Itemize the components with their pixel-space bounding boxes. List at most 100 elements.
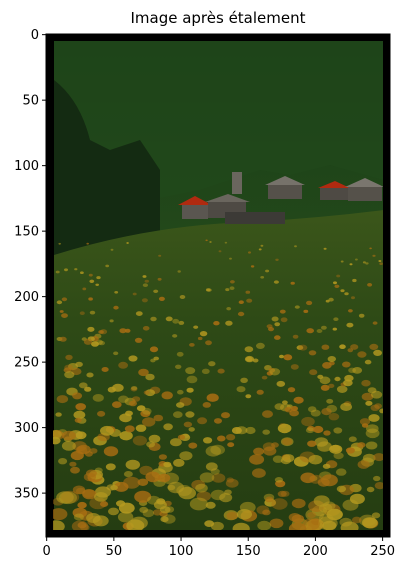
flower [59,492,77,505]
flower [373,350,382,356]
flower [221,412,230,418]
y-tick-label: 0 [31,28,39,43]
flower [293,335,299,339]
flower [142,417,155,426]
flower [89,280,94,283]
y-axis: 0 50 100 150 200 250 300 350 [14,28,46,501]
flower [262,510,270,516]
flower [132,396,140,402]
flower [207,394,219,402]
flower [125,411,133,417]
flower [282,400,288,404]
flower [306,427,314,433]
flower [102,367,109,372]
flower [270,368,281,375]
flower [130,517,148,530]
flower [366,442,378,450]
flower [350,344,358,350]
flower [303,310,308,313]
flower [301,417,315,426]
flower [291,406,298,411]
flower [227,442,234,447]
flower [257,521,271,531]
flower [352,279,356,282]
flower [275,259,278,261]
flower [218,369,225,374]
flower [367,283,372,287]
flower [178,435,185,440]
x-tick-label: 50 [106,544,123,559]
flower [337,486,346,493]
flower [337,386,348,393]
flower [373,476,380,481]
flower [350,494,365,504]
flower [366,429,380,439]
flower [163,462,171,468]
flower [60,337,67,342]
flower [299,345,308,351]
flower [150,346,158,352]
flower [281,317,288,322]
flower [74,268,77,270]
flower [367,487,375,492]
flower [168,482,184,493]
flower [270,519,284,529]
flower [240,378,248,383]
image-plot [46,34,390,537]
flower [249,454,264,464]
flower [275,477,283,483]
flower [206,288,211,291]
flower [190,498,208,511]
flower [173,411,183,418]
flower [111,249,114,251]
flower [178,321,184,325]
flower [119,503,135,514]
x-tick-label: 200 [303,544,328,559]
x-tick-label: 250 [370,544,395,559]
flower [307,512,316,518]
flower [143,326,150,331]
flower [336,468,347,475]
flower [104,446,118,456]
flower [187,388,194,393]
flower [248,251,251,253]
flower [138,369,149,376]
flower [166,317,173,322]
flower [62,441,76,451]
flower [160,506,171,513]
flower [225,242,227,244]
x-tick-label: 100 [169,544,194,559]
flower [340,403,352,411]
flower [72,392,82,399]
flower [143,509,154,517]
flower [292,515,304,524]
flower [177,352,184,357]
flower [195,484,208,493]
flower [143,283,148,287]
flower [322,345,330,350]
flower [294,397,304,404]
flower [279,355,284,359]
flower [226,479,239,488]
flower [246,291,251,294]
flower [251,265,254,267]
flower [321,474,338,486]
flower [245,394,251,398]
flower [98,330,104,334]
flower [340,289,344,292]
flower [145,280,149,283]
flower [125,425,135,432]
flower [214,418,222,424]
flower [150,317,156,322]
flower [113,306,118,310]
flower [309,350,317,355]
flower [340,518,353,527]
flower [205,240,207,242]
flower [185,367,195,374]
flower [64,371,74,378]
flower [185,411,194,417]
flower [245,427,255,434]
flower [142,298,148,302]
flower [334,285,339,288]
flower [62,431,76,441]
